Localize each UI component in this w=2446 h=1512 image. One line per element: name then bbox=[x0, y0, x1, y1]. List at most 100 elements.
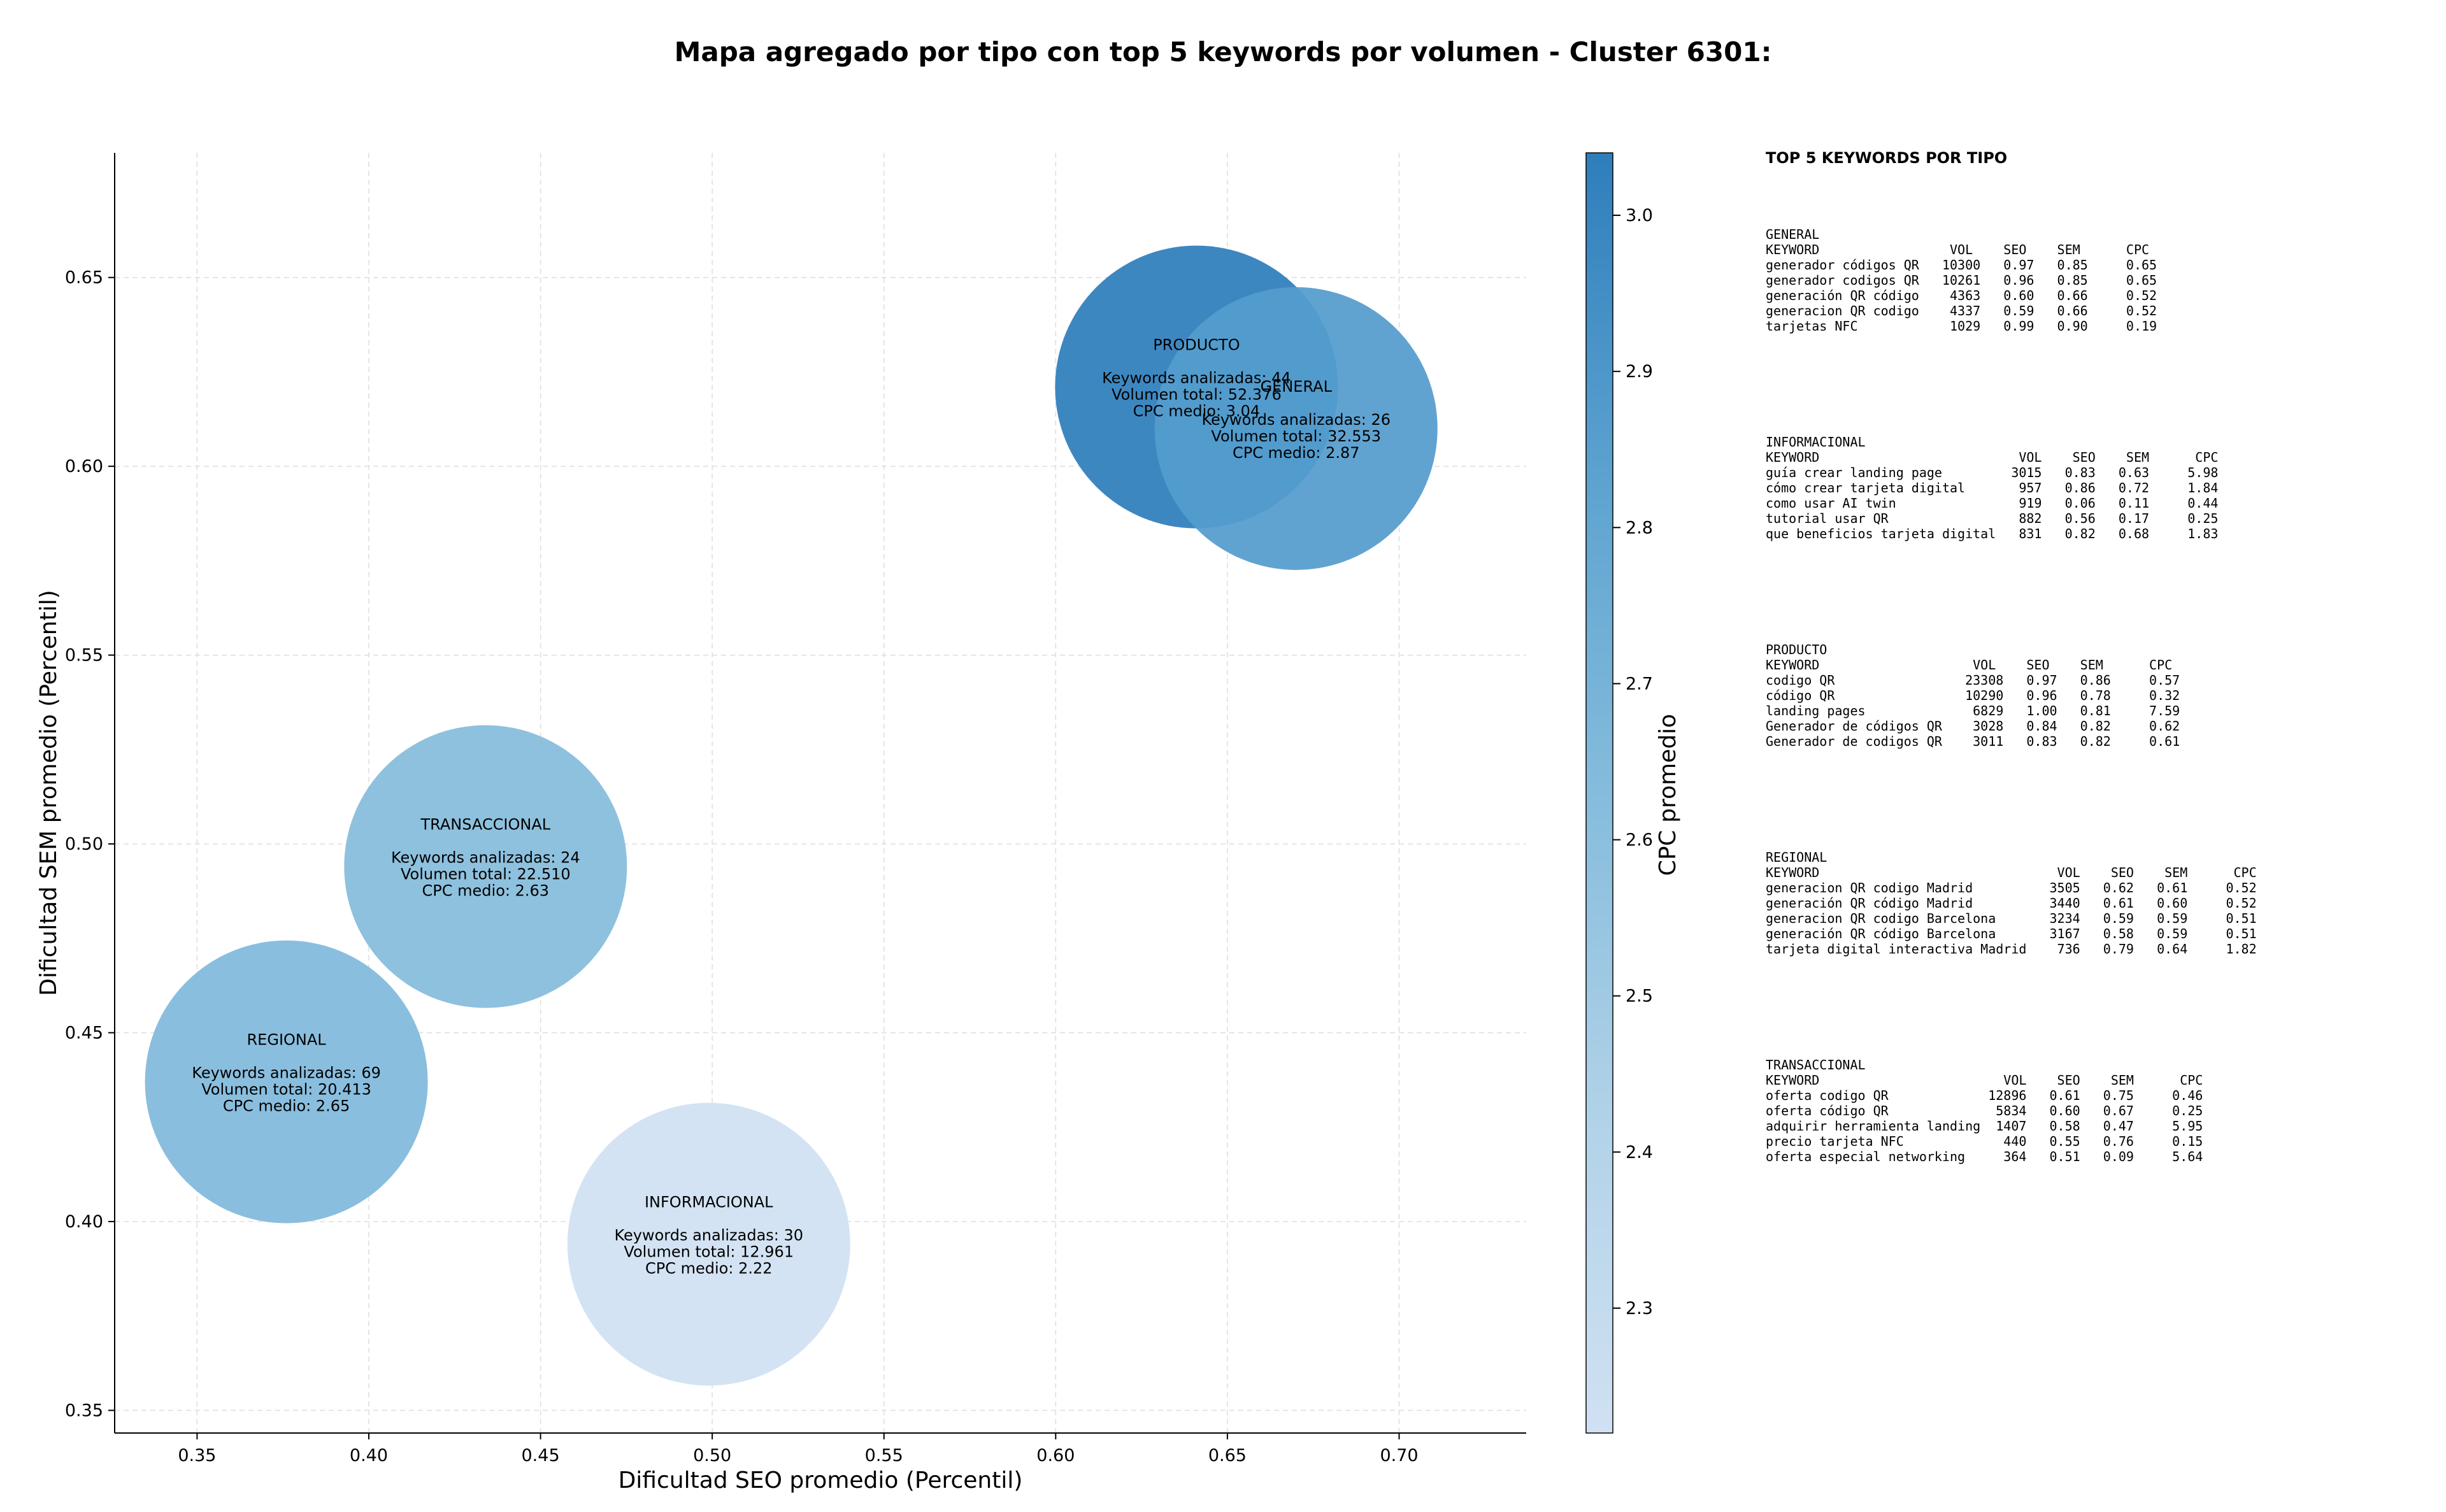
keyword-table-header: KEYWORD VOL SEO SEM CPC bbox=[1766, 1073, 2203, 1088]
y-axis-title: Dificultad SEM promedio (Percentil) bbox=[36, 590, 62, 996]
x-tick-label: 0.35 bbox=[178, 1446, 216, 1466]
x-tick-label: 0.65 bbox=[1208, 1446, 1247, 1466]
keyword-table-row: adquirir herramienta landing 1407 0.58 0… bbox=[1766, 1118, 2203, 1134]
keyword-table-row: generacion QR codigo Barcelona 3234 0.59… bbox=[1766, 911, 2257, 926]
keyword-table-row: como usar AI twin 919 0.06 0.11 0.44 bbox=[1766, 496, 2219, 511]
bubble-stat: Keywords analizadas: 26 bbox=[1201, 411, 1391, 429]
bubble-stat: CPC medio: 3.04 bbox=[1133, 403, 1261, 420]
keyword-block-heading: TRANSACCIONAL bbox=[1766, 1057, 1866, 1073]
bubble-stat: CPC medio: 2.87 bbox=[1233, 444, 1360, 462]
side-panel-title: TOP 5 KEYWORDS POR TIPO bbox=[1766, 149, 2008, 167]
keyword-block-transaccional: TRANSACCIONAL KEYWORD VOL SEO SEM CPC ofer… bbox=[1766, 1057, 2428, 1164]
keyword-block-heading: REGIONAL bbox=[1766, 850, 1827, 865]
colorbar-gradient bbox=[1585, 152, 1613, 1434]
keyword-table-row: guía crear landing page 3015 0.83 0.63 5… bbox=[1766, 465, 2219, 480]
y-tick-label: 0.55 bbox=[65, 646, 103, 666]
keyword-table-row: generacion QR codigo Madrid 3505 0.62 0.… bbox=[1766, 880, 2257, 895]
axes bbox=[114, 153, 1526, 1434]
keyword-table-row: codigo QR 23308 0.97 0.86 0.57 bbox=[1766, 673, 2180, 688]
bubble-transaccional bbox=[344, 725, 627, 1008]
keyword-table-row: generador codigos QR 10261 0.96 0.85 0.6… bbox=[1766, 273, 2157, 288]
colorbar-tick-label: 3.0 bbox=[1626, 206, 1653, 225]
bubble-general bbox=[1154, 287, 1438, 570]
keyword-table-header: KEYWORD VOL SEO SEM CPC bbox=[1766, 450, 2219, 465]
bubble-stat: Volumen total: 22.510 bbox=[401, 866, 571, 883]
keyword-table-row: tarjetas NFC 1029 0.99 0.90 0.19 bbox=[1766, 318, 2157, 334]
keyword-table-row: precio tarjeta NFC 440 0.55 0.76 0.15 bbox=[1766, 1134, 2203, 1149]
keyword-table-row: generacion QR codigo 4337 0.59 0.66 0.52 bbox=[1766, 303, 2157, 318]
x-tick-label: 0.50 bbox=[693, 1446, 731, 1466]
keyword-table-row: tarjeta digital interactiva Madrid 736 0… bbox=[1766, 941, 2257, 957]
keyword-table-row: cómo crear tarjeta digital 957 0.86 0.72… bbox=[1766, 480, 2219, 496]
keyword-block-heading: GENERAL bbox=[1766, 227, 1820, 242]
keyword-table-row: landing pages 6829 1.00 0.81 7.59 bbox=[1766, 703, 2180, 718]
bubble-label-general: GENERAL bbox=[1261, 378, 1333, 396]
bubble-stat: Volumen total: 32.553 bbox=[1211, 427, 1381, 445]
keyword-block-heading: PRODUCTO bbox=[1766, 642, 1827, 657]
keyword-table-row: generador códigos QR 10300 0.97 0.85 0.6… bbox=[1766, 257, 2157, 273]
keyword-block-informacional: INFORMACIONAL KEYWORD VOL SEO SEM CPC guía… bbox=[1766, 434, 2428, 541]
keyword-block-general: GENERAL KEYWORD VOL SEO SEM CPC generador … bbox=[1766, 227, 2428, 334]
chart-title: Mapa agregado por tipo con top 5 keyword… bbox=[675, 36, 1772, 68]
keyword-table-row: código QR 10290 0.96 0.78 0.32 bbox=[1766, 688, 2180, 703]
colorbar-ticks: 2.3 2.4 2.5 2.6 2.7 2.8 2.9 3.0 bbox=[1613, 206, 1653, 1318]
colorbar: 2.3 2.4 2.5 2.6 2.7 2.8 2.9 3.0 CPC promedio bbox=[1585, 152, 1681, 1434]
keyword-table-row: Generador de códigos QR 3028 0.84 0.82 0… bbox=[1766, 718, 2180, 734]
keyword-table-row: generación QR código 4363 0.60 0.66 0.52 bbox=[1766, 288, 2157, 303]
y-tick-label: 0.50 bbox=[65, 834, 103, 854]
keyword-table-row: tutorial usar QR 882 0.56 0.17 0.25 bbox=[1766, 511, 2219, 526]
colorbar-tick-label: 2.5 bbox=[1626, 987, 1653, 1006]
y-tick-label: 0.40 bbox=[65, 1212, 103, 1232]
y-tick-label: 0.45 bbox=[65, 1023, 103, 1043]
keyword-table-row: oferta especial networking 364 0.51 0.09… bbox=[1766, 1149, 2203, 1164]
bubble-informacional bbox=[567, 1102, 850, 1386]
bubble-stat: Keywords analizadas: 69 bbox=[192, 1064, 381, 1082]
bubble-stat: Volumen total: 20.413 bbox=[201, 1081, 371, 1099]
bubble-label-transaccional: TRANSACCIONAL bbox=[420, 816, 550, 834]
colorbar-tick-label: 2.4 bbox=[1626, 1143, 1653, 1162]
x-tick-label: 0.45 bbox=[522, 1446, 560, 1466]
keyword-table-header: KEYWORD VOL SEO SEM CPC bbox=[1766, 865, 2257, 880]
keyword-table-row: Generador de codigos QR 3011 0.83 0.82 0… bbox=[1766, 734, 2180, 749]
keyword-block-heading: INFORMACIONAL bbox=[1766, 434, 1866, 450]
keyword-blocks: GENERAL KEYWORD VOL SEO SEM CPC generador … bbox=[1766, 227, 2428, 1164]
y-tick-label: 0.65 bbox=[65, 268, 103, 288]
colorbar-tick-label: 2.3 bbox=[1626, 1299, 1653, 1318]
y-ticks: 0.35 0.40 0.45 0.50 0.55 0.60 0.65 bbox=[65, 268, 115, 1420]
bubble-stat: Volumen total: 52.376 bbox=[1112, 386, 1282, 404]
keyword-block-regional: REGIONAL KEYWORD VOL SEO SEM CPC generacio… bbox=[1766, 850, 2428, 957]
colorbar-tick-label: 2.6 bbox=[1626, 831, 1653, 850]
keyword-table-header: KEYWORD VOL SEO SEM CPC bbox=[1766, 657, 2173, 673]
x-axis-title: Dificultad SEO promedio (Percentil) bbox=[619, 1467, 1023, 1494]
keyword-table-header: KEYWORD VOL SEO SEM CPC bbox=[1766, 242, 2150, 257]
bubble-label-informacional: INFORMACIONAL bbox=[645, 1194, 773, 1211]
bubble-stat: CPC medio: 2.22 bbox=[645, 1260, 773, 1278]
bubble-label-regional: REGIONAL bbox=[247, 1031, 327, 1049]
y-tick-label: 0.35 bbox=[65, 1401, 103, 1420]
keyword-table-row: generación QR código Barcelona 3167 0.58… bbox=[1766, 926, 2257, 941]
x-tick-label: 0.60 bbox=[1036, 1446, 1075, 1466]
x-tick-label: 0.40 bbox=[350, 1446, 388, 1466]
colorbar-label: CPC promedio bbox=[1655, 714, 1681, 876]
y-tick-label: 0.60 bbox=[65, 457, 103, 476]
bubble-stat: Volumen total: 12.961 bbox=[624, 1243, 794, 1261]
bubble-stat: Keywords analizadas: 24 bbox=[391, 849, 580, 867]
keyword-table-row: generación QR código Madrid 3440 0.61 0.… bbox=[1766, 895, 2257, 911]
keyword-table-row: oferta código QR 5834 0.60 0.67 0.25 bbox=[1766, 1103, 2203, 1118]
keyword-table-row: que beneficios tarjeta digital 831 0.82 … bbox=[1766, 526, 2219, 541]
colorbar-tick-label: 2.9 bbox=[1626, 362, 1653, 382]
bubble-stat: Keywords analizadas: 44 bbox=[1102, 369, 1291, 387]
keyword-block-producto: PRODUCTO KEYWORD VOL SEO SEM CPC codigo QR… bbox=[1766, 642, 2428, 749]
x-tick-label: 0.55 bbox=[865, 1446, 903, 1466]
colorbar-tick-label: 2.8 bbox=[1626, 518, 1653, 538]
top-keywords-panel: TOP 5 KEYWORDS POR TIPO GENERAL KEYWORD V… bbox=[1766, 150, 2428, 1265]
colorbar-tick-label: 2.7 bbox=[1626, 674, 1653, 694]
x-ticks: 0.35 0.40 0.45 0.50 0.55 0.60 0.65 0.70 bbox=[178, 1433, 1419, 1466]
bubble-label-producto: PRODUCTO bbox=[1153, 336, 1240, 354]
keyword-table-row: oferta codigo QR 12896 0.61 0.75 0.46 bbox=[1766, 1088, 2203, 1103]
bubble-stat: CPC medio: 2.63 bbox=[422, 882, 550, 900]
bubble-regional bbox=[145, 940, 428, 1223]
bubble-stat: Keywords analizadas: 30 bbox=[614, 1227, 803, 1245]
